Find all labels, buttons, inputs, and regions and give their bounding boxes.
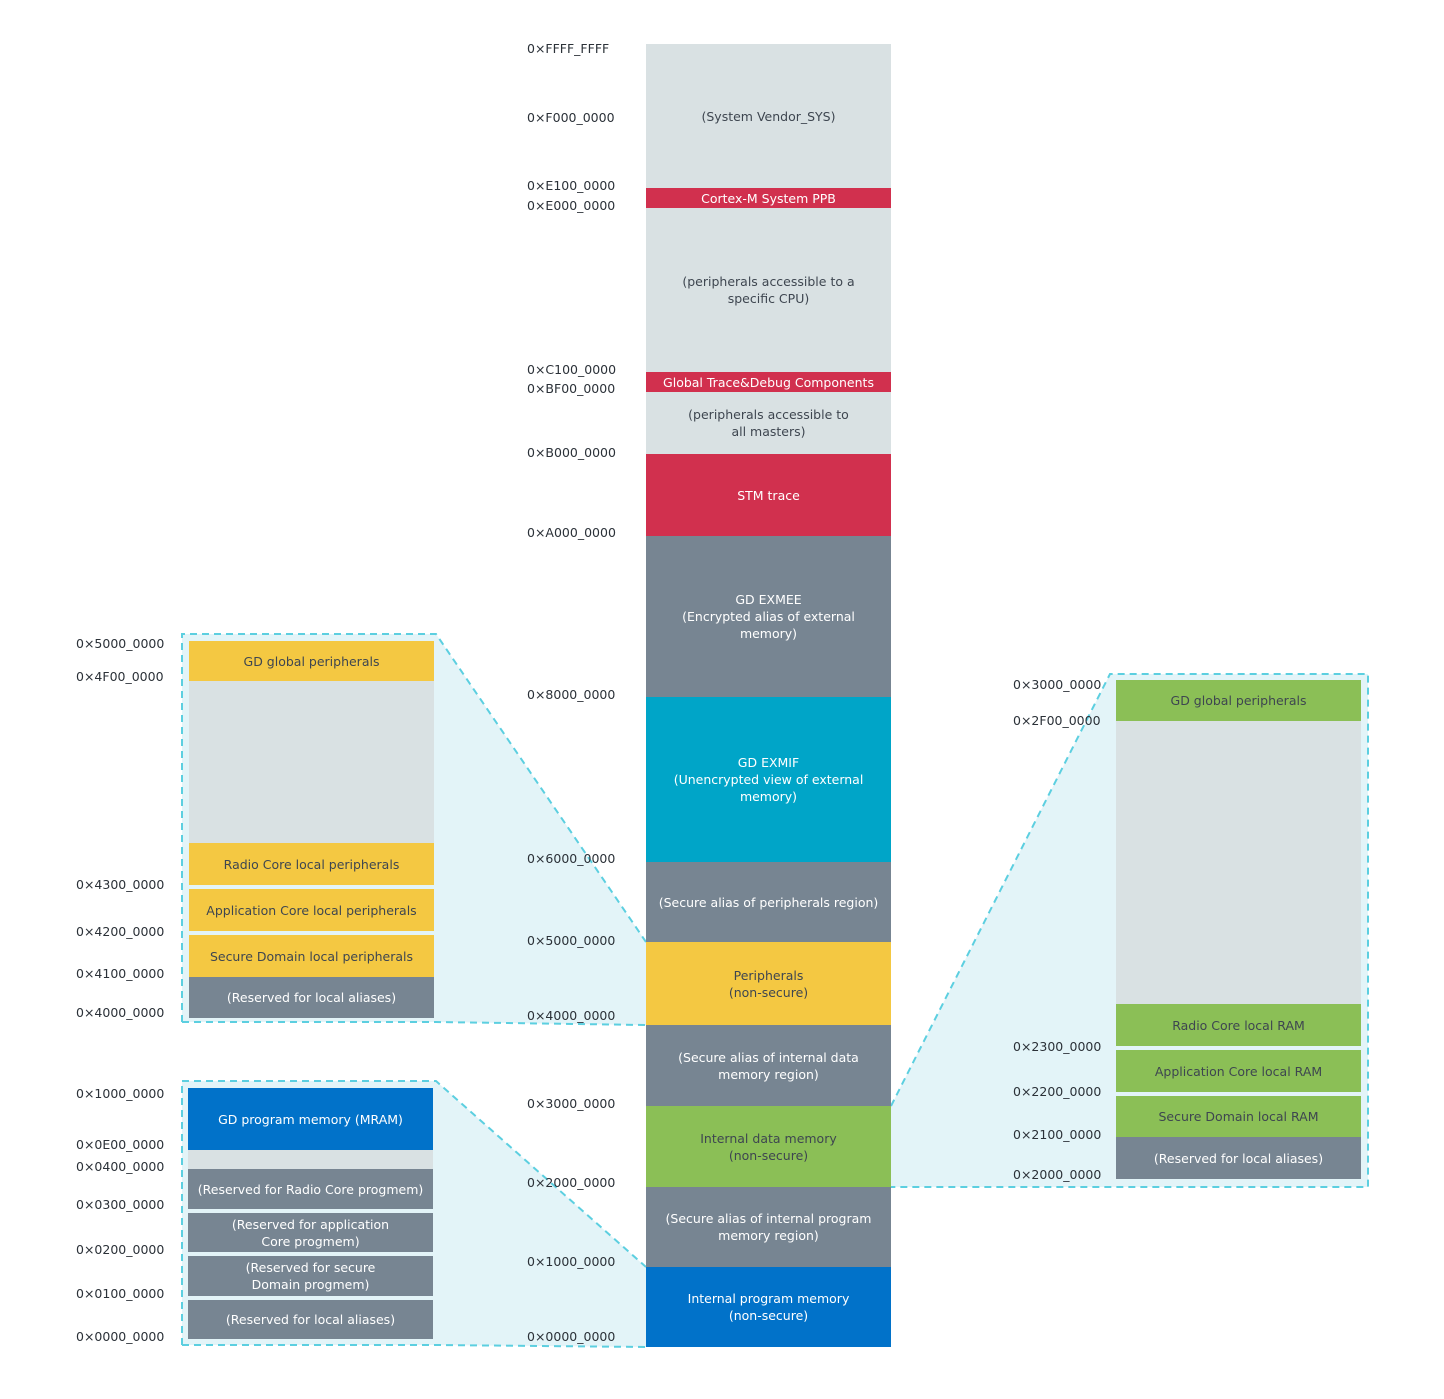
program-zoom-address-label: 0×0300_0000 [76,1197,165,1212]
program-zoom-block: (Reserved for Radio Core progmem) [188,1169,433,1209]
data-zoom-block: Application Core local RAM [1116,1050,1361,1092]
peripherals-zoom-address-label: 0×5000_0000 [76,636,165,651]
main-block: STM trace [646,454,891,536]
main-block: GD EXMIF (Unencrypted view of external m… [646,697,891,862]
main-block: Global Trace&Debug Components [646,372,891,392]
data-zoom-address-label: 0×2200_0000 [1013,1084,1102,1099]
program-zoom-block [188,1150,433,1169]
main-address-label: 0×5000_0000 [527,933,616,948]
data-zoom-address-label: 0×2F00_0000 [1013,713,1101,728]
peripherals-zoom-block: Application Core local peripherals [189,889,434,931]
program-zoom-address-label: 0×0E00_0000 [76,1137,165,1152]
program-zoom-block: GD program memory (MRAM) [188,1088,433,1150]
main-address-label: 0×B000_0000 [527,445,616,460]
program-zoom-block: (Reserved for local aliases) [188,1300,433,1339]
main-address-label: 0×E000_0000 [527,198,616,213]
peripherals-zoom-block: (Reserved for local aliases) [189,977,434,1018]
main-block: Peripherals (non-secure) [646,942,891,1025]
main-address-label: 0×E100_0000 [527,178,616,193]
program-zoom-address-label: 0×1000_0000 [76,1086,165,1101]
data-zoom-block: GD global peripherals [1116,680,1361,721]
main-block: Internal program memory (non-secure) [646,1267,891,1347]
data-zoom-block: (Reserved for local aliases) [1116,1137,1361,1179]
data-zoom-address-label: 0×2000_0000 [1013,1167,1102,1182]
main-address-label: 0×BF00_0000 [527,381,616,396]
program-zoom-block: (Reserved for application Core progmem) [188,1213,433,1252]
main-block: (Secure alias of internal data memory re… [646,1025,891,1106]
main-address-label: 0×0000_0000 [527,1329,616,1344]
main-block: (Secure alias of peripherals region) [646,862,891,942]
peripherals-zoom-block: Radio Core local peripherals [189,843,434,885]
peripherals-zoom-address-label: 0×4100_0000 [76,966,165,981]
data-zoom-block [1116,721,1361,1004]
data-zoom-address-label: 0×2300_0000 [1013,1039,1102,1054]
main-address-label: 0×A000_0000 [527,525,616,540]
main-block: (System Vendor_SYS) [646,44,891,188]
peripherals-zoom-address-label: 0×4300_0000 [76,877,165,892]
data-zoom-address-label: 0×2100_0000 [1013,1127,1102,1142]
program-zoom-address-label: 0×0000_0000 [76,1329,165,1344]
peripherals-zoom-address-label: 0×4F00_0000 [76,669,164,684]
main-block: GD EXMEE (Encrypted alias of external me… [646,536,891,697]
program-zoom-block: (Reserved for secure Domain progmem) [188,1256,433,1296]
main-block: Internal data memory (non-secure) [646,1106,891,1187]
main-block: (Secure alias of internal program memory… [646,1187,891,1267]
data-zoom-address-label: 0×3000_0000 [1013,677,1102,692]
peripherals-zoom-block [189,681,434,843]
main-address-label: 0×FFFF_FFFF [527,41,610,56]
main-address-label: 0×C100_0000 [527,362,617,377]
program-zoom-address-label: 0×0200_0000 [76,1242,165,1257]
main-block: (peripherals accessible to all masters) [646,392,891,454]
main-block: Cortex-M System PPB [646,188,891,208]
main-block: (peripherals accessible to a specific CP… [646,208,891,372]
main-address-label: 0×8000_0000 [527,687,616,702]
main-address-label: 0×F000_0000 [527,110,615,125]
peripherals-zoom-block: GD global peripherals [189,641,434,681]
main-address-label: 0×3000_0000 [527,1096,616,1111]
main-address-label: 0×6000_0000 [527,851,616,866]
data-zoom-block: Radio Core local RAM [1116,1004,1361,1046]
peripherals-zoom-address-label: 0×4200_0000 [76,924,165,939]
main-address-label: 0×2000_0000 [527,1175,616,1190]
main-address-label: 0×1000_0000 [527,1254,616,1269]
data-zoom-block: Secure Domain local RAM [1116,1096,1361,1137]
program-zoom-address-label: 0×0400_0000 [76,1159,165,1174]
peripherals-zoom-block: Secure Domain local peripherals [189,935,434,977]
main-address-label: 0×4000_0000 [527,1008,616,1023]
program-zoom-address-label: 0×0100_0000 [76,1286,165,1301]
program-zoom-outline-bottom [182,1344,647,1348]
peripherals-zoom-address-label: 0×4000_0000 [76,1005,165,1020]
